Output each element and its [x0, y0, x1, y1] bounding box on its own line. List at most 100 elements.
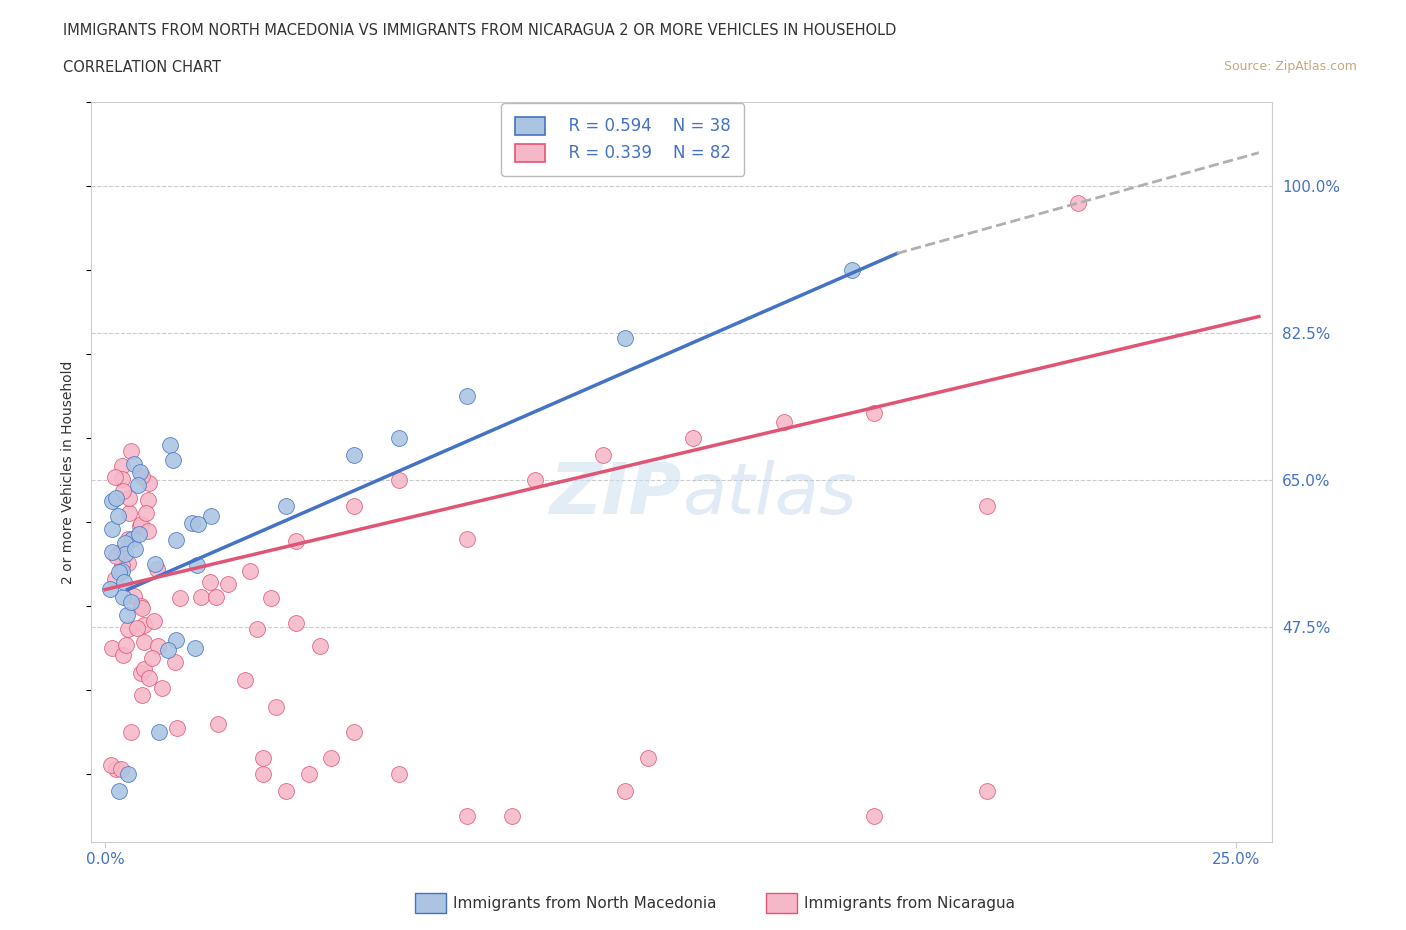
Point: [111, 648, 134, 663]
Point: [131, 687, 153, 702]
Point: [163, 655, 186, 670]
Point: [148, 725, 170, 740]
Point: [112, 590, 135, 604]
Point: [157, 643, 180, 658]
Text: CORRELATION CHART: CORRELATION CHART: [63, 60, 221, 75]
Point: [145, 562, 167, 577]
Point: [115, 608, 138, 623]
Point: [122, 589, 145, 604]
Text: Immigrants from Nicaragua: Immigrants from Nicaragua: [804, 896, 1015, 910]
Point: [309, 639, 332, 654]
Point: [259, 591, 281, 605]
Point: [105, 548, 128, 563]
Point: [100, 641, 122, 656]
Point: [204, 590, 226, 604]
Text: Source: ZipAtlas.com: Source: ZipAtlas.com: [1223, 60, 1357, 73]
Point: [112, 484, 135, 498]
Text: IMMIGRANTS FROM NORTH MACEDONIA VS IMMIGRANTS FROM NICARAGUA 2 OR MORE VEHICLES : IMMIGRANTS FROM NORTH MACEDONIA VS IMMIG…: [63, 23, 897, 38]
Point: [297, 767, 319, 782]
Point: [136, 524, 159, 538]
Point: [614, 330, 637, 345]
Point: [114, 546, 136, 561]
Point: [343, 725, 366, 740]
Point: [124, 542, 146, 557]
Point: [592, 447, 614, 462]
Point: [200, 509, 222, 524]
Point: [114, 536, 136, 551]
Point: [104, 470, 127, 485]
Point: [104, 571, 127, 586]
Point: [166, 720, 188, 735]
Point: [682, 431, 704, 445]
Point: [274, 498, 297, 513]
Point: [129, 516, 152, 531]
Point: [772, 414, 794, 429]
Point: [166, 532, 188, 547]
Point: [115, 637, 138, 652]
Point: [117, 556, 139, 571]
Point: [129, 464, 152, 479]
Point: [456, 532, 478, 547]
Point: [143, 557, 166, 572]
Point: [456, 809, 478, 824]
Point: [100, 544, 122, 559]
Point: [198, 574, 221, 589]
Point: [343, 447, 366, 462]
Point: [207, 717, 229, 732]
Point: [110, 761, 132, 776]
Point: [128, 518, 150, 533]
Text: Immigrants from North Macedonia: Immigrants from North Macedonia: [453, 896, 716, 910]
Point: [134, 661, 156, 676]
Point: [863, 809, 886, 824]
Point: [117, 531, 139, 546]
Point: [614, 784, 637, 799]
Point: [841, 263, 863, 278]
Point: [141, 650, 163, 665]
Point: [117, 767, 139, 782]
Point: [180, 515, 202, 530]
Point: [266, 699, 288, 714]
Point: [501, 809, 523, 824]
Point: [101, 522, 124, 537]
Point: [252, 767, 274, 782]
Point: [863, 405, 886, 420]
Point: [184, 641, 207, 656]
Point: [138, 671, 160, 685]
Point: [111, 458, 134, 473]
Point: [120, 594, 142, 609]
Point: [252, 751, 274, 765]
Point: [132, 618, 155, 632]
Point: [105, 490, 128, 505]
Point: [388, 431, 411, 445]
Point: [165, 632, 187, 647]
Y-axis label: 2 or more Vehicles in Household: 2 or more Vehicles in Household: [62, 360, 76, 584]
Point: [112, 575, 135, 590]
Point: [190, 589, 212, 604]
Point: [111, 472, 134, 486]
Text: ZIP: ZIP: [550, 459, 682, 528]
Point: [131, 666, 153, 681]
Point: [125, 620, 148, 635]
Point: [169, 591, 191, 605]
Point: [100, 757, 122, 772]
Point: [187, 517, 209, 532]
Point: [129, 599, 152, 614]
Legend:   R = 0.594    N = 38,   R = 0.339    N = 82: R = 0.594 N = 38, R = 0.339 N = 82: [502, 103, 744, 176]
Point: [135, 505, 157, 520]
Point: [388, 473, 411, 488]
Point: [120, 444, 142, 458]
Point: [143, 614, 166, 629]
Point: [162, 452, 184, 467]
Point: [523, 473, 546, 488]
Point: [217, 577, 239, 591]
Point: [150, 680, 173, 695]
Point: [120, 724, 142, 739]
Point: [239, 564, 262, 578]
Point: [105, 761, 128, 776]
Point: [246, 621, 269, 636]
Point: [118, 506, 141, 521]
Point: [186, 557, 208, 572]
Point: [233, 672, 256, 687]
Point: [118, 490, 141, 505]
Point: [98, 581, 121, 596]
